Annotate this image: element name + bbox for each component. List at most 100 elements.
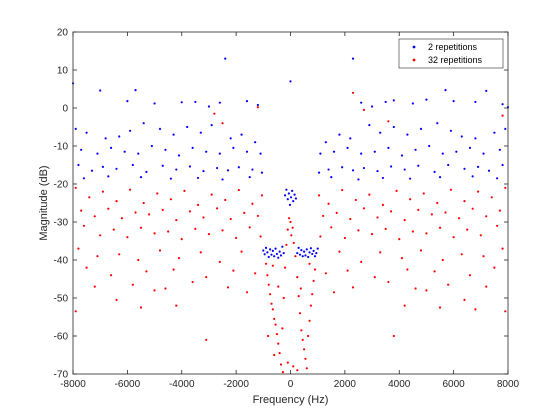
data-point bbox=[271, 249, 274, 252]
data-point bbox=[300, 249, 303, 252]
data-point bbox=[221, 229, 224, 232]
data-point bbox=[288, 203, 292, 206]
data-point bbox=[279, 363, 283, 366]
data-point bbox=[210, 193, 213, 196]
data-point bbox=[324, 141, 327, 144]
x-tick-label: -4000 bbox=[169, 379, 195, 390]
data-point bbox=[449, 188, 453, 191]
data-point bbox=[224, 198, 227, 202]
data-point bbox=[275, 333, 279, 336]
y-tick-label: -40 bbox=[54, 256, 69, 267]
data-point bbox=[379, 131, 382, 134]
data-point bbox=[274, 323, 277, 326]
data-point bbox=[368, 124, 371, 127]
data-point bbox=[392, 99, 395, 102]
data-point bbox=[177, 154, 181, 157]
data-point bbox=[251, 202, 254, 205]
data-point bbox=[479, 234, 482, 237]
data-point bbox=[99, 89, 102, 92]
data-point bbox=[370, 233, 374, 236]
data-point bbox=[387, 120, 390, 123]
data-point bbox=[202, 169, 205, 173]
data-point bbox=[134, 211, 137, 214]
data-point bbox=[289, 220, 292, 224]
data-point bbox=[302, 250, 306, 253]
data-point bbox=[296, 252, 299, 255]
data-point bbox=[267, 255, 270, 259]
data-point bbox=[131, 163, 134, 167]
data-point bbox=[80, 148, 83, 151]
data-point bbox=[317, 171, 321, 174]
data-point bbox=[417, 164, 420, 167]
data-point bbox=[245, 150, 249, 153]
x-tick-label: 4000 bbox=[388, 379, 411, 390]
data-point bbox=[77, 247, 80, 250]
data-point bbox=[158, 249, 162, 252]
data-point bbox=[229, 217, 232, 221]
y-tick-label: 20 bbox=[57, 28, 69, 39]
data-point bbox=[354, 198, 357, 202]
data-point bbox=[267, 334, 270, 338]
data-point bbox=[296, 276, 299, 279]
data-point bbox=[292, 365, 295, 368]
data-point bbox=[468, 274, 472, 277]
data-point bbox=[311, 252, 314, 256]
data-point bbox=[115, 167, 118, 170]
data-point bbox=[463, 200, 466, 203]
data-point bbox=[123, 150, 126, 153]
data-point bbox=[389, 165, 393, 168]
data-point bbox=[205, 338, 208, 341]
data-point bbox=[419, 249, 423, 252]
data-point bbox=[172, 268, 175, 271]
data-point bbox=[269, 293, 272, 296]
data-point bbox=[447, 163, 450, 167]
data-point bbox=[315, 252, 318, 255]
data-point bbox=[466, 228, 469, 231]
data-point bbox=[264, 246, 268, 249]
data-point bbox=[387, 146, 390, 149]
data-point bbox=[360, 260, 363, 263]
data-point bbox=[237, 188, 240, 192]
data-point bbox=[260, 194, 264, 197]
data-point bbox=[218, 260, 221, 263]
data-point bbox=[215, 207, 219, 210]
data-point bbox=[188, 165, 192, 168]
data-point bbox=[324, 272, 327, 275]
data-point bbox=[474, 308, 477, 311]
data-point bbox=[296, 369, 299, 372]
data-point bbox=[294, 255, 297, 258]
data-point bbox=[312, 279, 315, 282]
y-tick-label: -10 bbox=[54, 142, 69, 153]
data-point bbox=[392, 125, 395, 129]
data-point bbox=[406, 133, 409, 136]
data-point bbox=[411, 230, 414, 233]
data-point bbox=[403, 219, 406, 222]
data-point bbox=[362, 166, 366, 170]
data-point bbox=[279, 254, 283, 257]
data-point bbox=[260, 171, 264, 174]
data-point bbox=[351, 169, 355, 172]
data-point bbox=[370, 105, 374, 108]
data-point bbox=[452, 236, 455, 239]
data-point bbox=[153, 102, 156, 105]
data-point bbox=[226, 169, 230, 172]
data-point bbox=[120, 217, 124, 220]
data-point bbox=[286, 198, 289, 201]
data-point bbox=[294, 197, 298, 200]
data-point bbox=[319, 152, 322, 155]
x-tick-label: -6000 bbox=[115, 379, 141, 390]
data-point bbox=[389, 210, 393, 213]
data-point bbox=[194, 100, 197, 104]
legend-entry-2-repetitions: 2 repetitions bbox=[428, 42, 478, 52]
data-point bbox=[291, 226, 294, 229]
data-point bbox=[482, 152, 485, 155]
data-point bbox=[387, 280, 390, 284]
data-point bbox=[381, 176, 385, 180]
data-point bbox=[221, 178, 224, 181]
data-point bbox=[282, 252, 285, 255]
data-point bbox=[327, 202, 330, 205]
data-point bbox=[307, 334, 310, 338]
data-point bbox=[298, 253, 302, 256]
data-point bbox=[460, 135, 463, 138]
